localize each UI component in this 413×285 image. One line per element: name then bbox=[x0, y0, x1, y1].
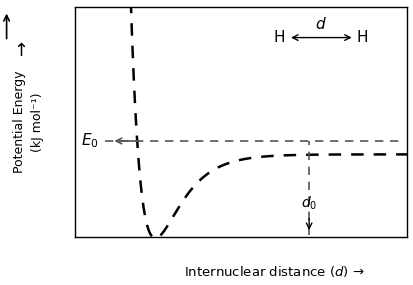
Text: $\uparrow$: $\uparrow$ bbox=[10, 42, 27, 60]
Text: H: H bbox=[273, 30, 285, 45]
Y-axis label: Potential Energy
(kJ mol⁻¹): Potential Energy (kJ mol⁻¹) bbox=[13, 71, 44, 173]
Text: $E_0$: $E_0$ bbox=[81, 132, 98, 150]
X-axis label: Internuclear distance ($d$) →: Internuclear distance ($d$) → bbox=[183, 264, 363, 279]
Text: H: H bbox=[356, 30, 367, 45]
Text: $d_0$: $d_0$ bbox=[300, 194, 316, 212]
Text: $d$: $d$ bbox=[315, 16, 326, 32]
